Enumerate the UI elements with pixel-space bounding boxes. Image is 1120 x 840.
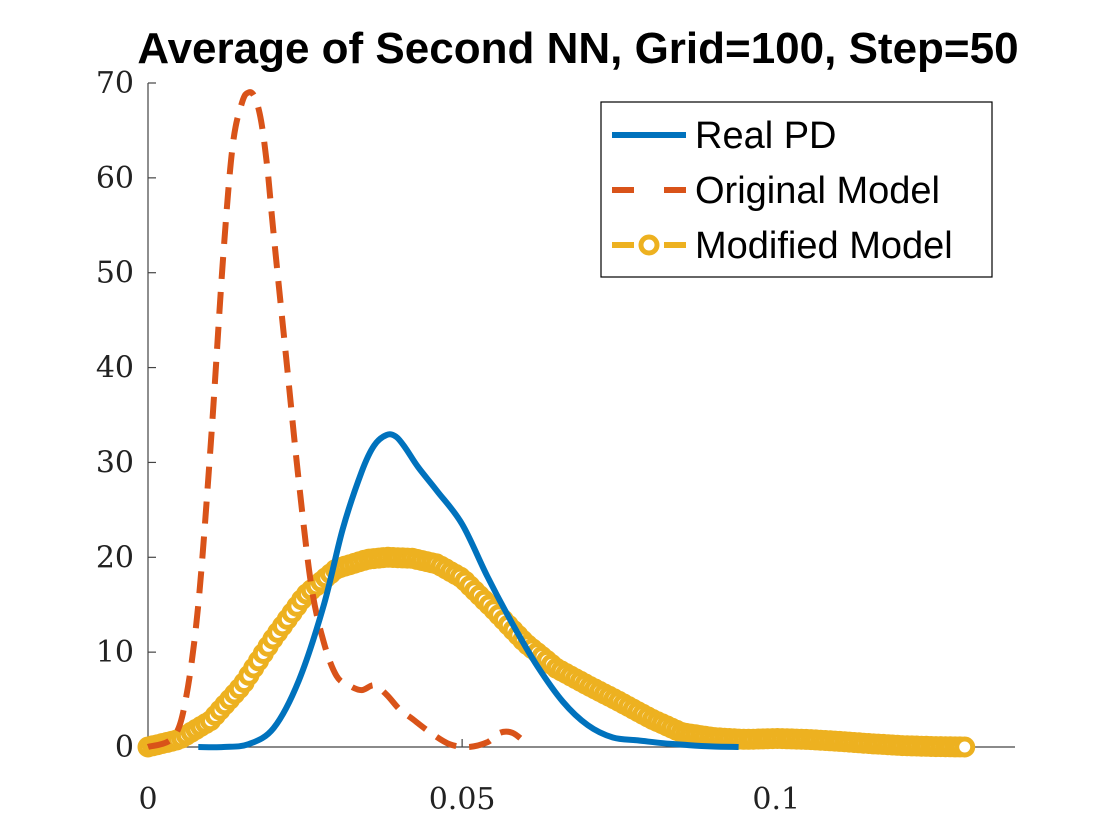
legend-label-original-model: Original Model [695,170,940,212]
axes: 0 10 20 30 40 50 60 70 0 0.05 0.1 [96,66,1015,817]
y-tick-label: 40 [96,351,134,386]
series-line-original-model [146,89,527,751]
data-point-modified-model [954,736,976,758]
y-tick-label: 70 [96,66,134,101]
x-tick-label: 0 [138,782,157,817]
y-tick-label: 10 [96,635,134,670]
y-tick-label: 50 [96,256,134,291]
legend-marker-modified-model [638,234,660,256]
legend-label-modified-model: Modified Model [695,225,953,267]
legend: Real PD Original Model Modified Model [600,101,993,278]
series-line-real-pd [198,431,739,751]
chart-title: Average of Second NN, Grid=100, Step=50 [137,24,1018,73]
x-tick-label: 0.05 [429,782,496,817]
y-tick-label: 0 [115,730,134,765]
y-tick-label: 20 [96,540,134,575]
y-tick-label: 60 [96,161,134,196]
y-tick-label: 30 [96,445,134,480]
series-layer [137,89,976,758]
legend-label-real-pd: Real PD [695,115,837,157]
x-tick-label: 0.1 [752,782,800,817]
